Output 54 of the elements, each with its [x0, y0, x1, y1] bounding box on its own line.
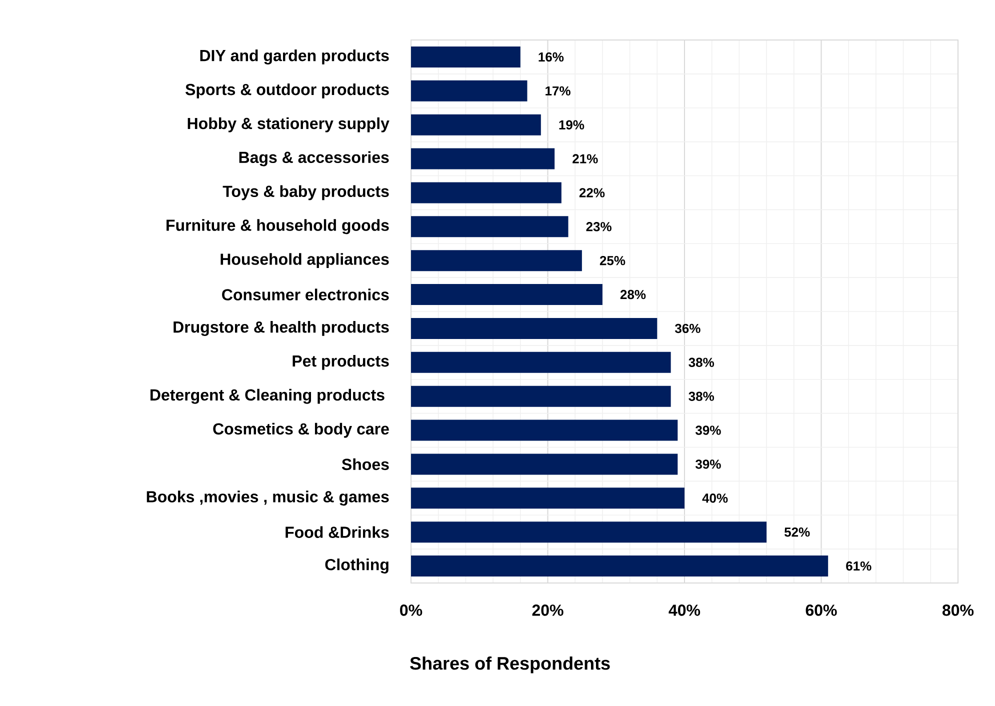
bar [411, 522, 767, 543]
data-label: 52% [784, 527, 810, 537]
bar [411, 148, 555, 170]
y-tick-label: Bags & accessories [239, 151, 389, 166]
y-tick-label: Detergent & Cleaning products [150, 388, 384, 404]
x-tick-label: 60% [806, 604, 837, 616]
y-tick-label: Drugstore & health products [174, 320, 389, 336]
data-label: 39% [695, 426, 721, 435]
bar [411, 250, 582, 272]
x-tick-label: 40% [668, 604, 700, 616]
y-tick-label: Shoes [342, 458, 389, 470]
x-tick-label: 20% [532, 604, 564, 616]
data-label: 16% [538, 52, 564, 62]
bar [411, 46, 520, 68]
y-tick-label: Food &Drinks [286, 526, 389, 538]
bar [411, 284, 602, 306]
bar [411, 454, 678, 475]
y-tick-label: Books ,movies , music & games [146, 490, 389, 506]
bar [411, 386, 671, 407]
data-label: 25% [600, 256, 626, 266]
data-label: 28% [620, 290, 646, 300]
y-tick-label: Pet products [292, 354, 389, 370]
bar [411, 318, 658, 339]
y-tick-label: Clothing [325, 558, 388, 574]
data-label: 40% [702, 494, 728, 503]
y-tick-label: Cosmetics & body care [213, 422, 389, 438]
data-label: 17% [546, 86, 570, 96]
bar [411, 80, 528, 102]
bar [411, 352, 671, 373]
data-label: 21% [572, 154, 598, 164]
bar [411, 420, 678, 441]
y-tick-label: Sports & outdoor products [186, 83, 389, 98]
y-tick-label: Furniture & household goods [166, 219, 389, 234]
y-tick-label: Consumer electronics [222, 288, 389, 300]
y-tick-label: DIY and garden products [200, 49, 389, 64]
bar [411, 114, 541, 136]
data-label: 61% [846, 561, 872, 571]
bar [411, 182, 562, 204]
data-label: 39% [695, 460, 721, 469]
data-label: 36% [674, 324, 700, 334]
bar [411, 556, 828, 577]
x-axis-title: Shares of Respondents [410, 656, 610, 674]
y-tick-label: Toys & baby products [222, 185, 389, 200]
y-tick-label: Household appliances [220, 253, 389, 268]
data-label: 23% [586, 222, 612, 232]
data-label: 38% [688, 358, 714, 368]
data-label: 22% [579, 188, 605, 198]
data-label: 19% [559, 120, 584, 130]
y-tick-label: Hobby & stationery supply [188, 117, 390, 132]
bar [411, 216, 568, 238]
x-tick-label: 0% [400, 604, 422, 616]
x-tick-label: 80% [942, 604, 974, 616]
bar [411, 488, 684, 509]
data-label: 38% [688, 392, 714, 401]
